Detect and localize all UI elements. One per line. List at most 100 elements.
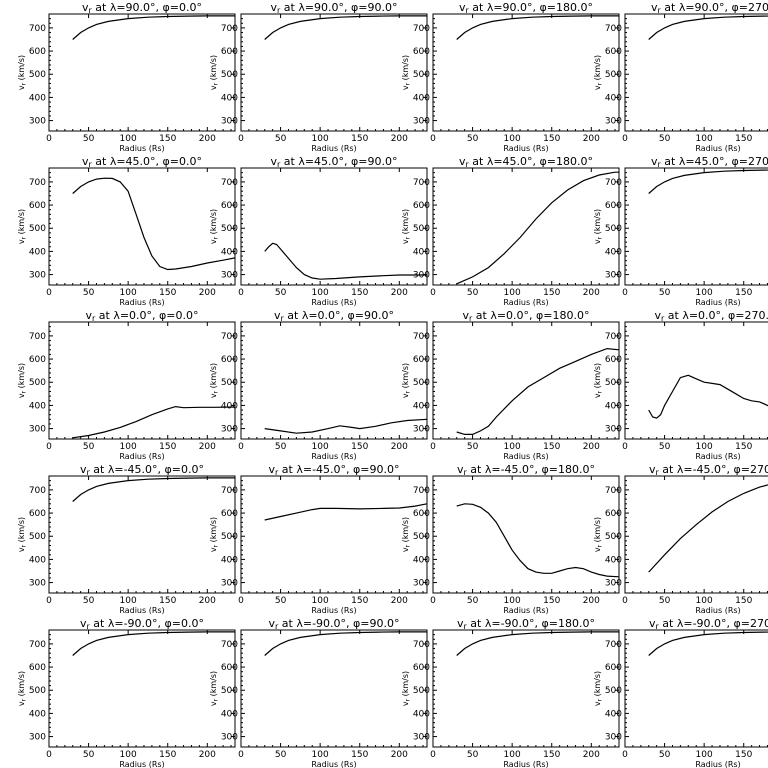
y-tick-label: 500 — [29, 224, 46, 234]
x-tick-label: 0 — [430, 134, 436, 144]
x-axis-label: Radius (Rs) — [695, 452, 740, 461]
y-tick-label: 300 — [29, 271, 46, 281]
y-tick-label: 300 — [221, 425, 238, 435]
x-tick-label: 0 — [46, 596, 52, 606]
y-tick-label: 300 — [29, 579, 46, 589]
x-tick-label: 100 — [312, 134, 329, 144]
x-tick-label: 200 — [583, 750, 600, 760]
y-axis-label-10: vr (km/s) — [401, 363, 412, 398]
y-tick-label: 600 — [29, 509, 46, 519]
x-tick-label: 150 — [351, 442, 368, 452]
x-tick-label: 200 — [391, 288, 408, 298]
x-tick-label: 50 — [275, 596, 287, 606]
chart-title-17: vr at λ=-90.0°, φ=90.0° — [268, 617, 399, 631]
y-axis-label-0: vr (km/s) — [17, 55, 28, 90]
y-tick-label: 500 — [413, 686, 430, 696]
x-tick-label: 150 — [735, 596, 752, 606]
chart-title-1: vr at λ=90.0°, φ=90.0° — [270, 1, 397, 15]
y-tick-label: 600 — [29, 47, 46, 57]
x-tick-label: 50 — [467, 596, 479, 606]
y-tick-label: 300 — [29, 425, 46, 435]
y-tick-label: 500 — [29, 532, 46, 542]
x-tick-label: 150 — [735, 442, 752, 452]
x-axis-label: Radius (Rs) — [119, 144, 164, 153]
y-tick-label: 500 — [221, 224, 238, 234]
series-line — [72, 631, 235, 656]
y-tick-label: 700 — [413, 486, 430, 496]
y-tick-label: 400 — [29, 247, 46, 257]
x-tick-label: 200 — [583, 134, 600, 144]
y-tick-label: 700 — [605, 178, 622, 188]
x-tick-label: 50 — [275, 288, 287, 298]
y-axis-label-19: vr (km/s) — [593, 671, 604, 706]
y-tick-label: 300 — [221, 271, 238, 281]
plot-frame — [624, 475, 768, 594]
x-tick-label: 200 — [583, 442, 600, 452]
y-axis-label-4: vr (km/s) — [17, 209, 28, 244]
y-tick-label: 700 — [413, 178, 430, 188]
series-line — [456, 503, 619, 578]
plot-frame — [432, 13, 620, 132]
y-tick-label: 400 — [605, 401, 622, 411]
x-axis-label: Radius (Rs) — [695, 144, 740, 153]
plot-frame — [48, 167, 236, 286]
chart-title-15: vr at λ=-45.0°, φ=270.0° — [649, 463, 768, 477]
x-tick-label: 150 — [543, 750, 560, 760]
plot-frame — [240, 167, 428, 286]
y-tick-label: 700 — [221, 178, 238, 188]
x-tick-label: 50 — [659, 288, 671, 298]
panel-3-4: vr at λ=0.0°, φ=270.0°050100150200300400… — [593, 309, 768, 461]
y-tick-label: 500 — [413, 532, 430, 542]
panel-3-1: vr at λ=0.0°, φ=0.0° 0 50 100 150 200 300 400 50… — [17, 309, 236, 461]
y-axis-label-15: vr (km/s) — [593, 517, 604, 552]
chart-title-18: vr at λ=-90.0°, φ=180.0° — [457, 617, 595, 631]
y-tick-label: 300 — [413, 579, 430, 589]
x-axis-label: Radius (Rs) — [311, 298, 356, 307]
y-tick-label: 300 — [413, 271, 430, 281]
panel-2-1: vr at λ=45.0°, φ=0.0° 0 50 100 150 200 300 400 5… — [17, 155, 236, 307]
y-tick-label: 700 — [29, 178, 46, 188]
y-tick-label: 500 — [29, 70, 46, 80]
x-tick-label: 0 — [238, 288, 244, 298]
plot-frame — [432, 167, 620, 286]
y-tick-label: 600 — [29, 355, 46, 365]
y-tick-label: 400 — [221, 555, 238, 565]
x-tick-label: 150 — [159, 596, 176, 606]
y-tick-label: 400 — [605, 247, 622, 257]
x-tick-label: 100 — [312, 442, 329, 452]
y-tick-label: 700 — [221, 332, 238, 342]
y-tick-label: 400 — [413, 93, 430, 103]
plot-frame — [624, 13, 768, 132]
x-axis-label: Radius (Rs) — [119, 760, 164, 768]
plot-frame — [240, 629, 428, 748]
y-tick-label: 400 — [605, 93, 622, 103]
y-tick-label: 700 — [413, 332, 430, 342]
x-tick-label: 0 — [46, 442, 52, 452]
chart-title-5: vr at λ=45.0°, φ=90.0° — [270, 155, 397, 169]
x-tick-label: 50 — [659, 750, 671, 760]
x-tick-label: 0 — [238, 750, 244, 760]
y-axis-label-3: vr (km/s) — [593, 55, 604, 90]
chart-title-0: vr at λ=90.0°, φ=0.0° — [82, 1, 202, 15]
plot-frame — [48, 13, 236, 132]
x-tick-label: 50 — [467, 442, 479, 452]
y-tick-label: 400 — [605, 555, 622, 565]
chart-title-19: vr at λ=-90.0°, φ=270.0° — [649, 617, 768, 631]
y-axis-label-14: vr (km/s) — [401, 517, 412, 552]
y-tick-label: 700 — [221, 486, 238, 496]
y-tick-label: 700 — [221, 640, 238, 650]
x-axis-label: Radius (Rs) — [311, 606, 356, 615]
y-tick-label: 600 — [221, 201, 238, 211]
x-tick-label: 200 — [199, 596, 216, 606]
y-axis-label-7: vr (km/s) — [593, 209, 604, 244]
y-axis-label-18: vr (km/s) — [401, 671, 412, 706]
series-line — [648, 374, 768, 419]
y-tick-label: 600 — [413, 47, 430, 57]
x-tick-label: 200 — [391, 134, 408, 144]
x-tick-label: 150 — [543, 288, 560, 298]
y-tick-label: 300 — [605, 425, 622, 435]
panel-5-2: vr at λ=-90.0°, φ=90.0° 0 50 100 150 200 300 40… — [209, 617, 428, 768]
y-tick-label: 500 — [221, 70, 238, 80]
x-tick-label: 50 — [83, 596, 95, 606]
y-tick-label: 300 — [221, 579, 238, 589]
